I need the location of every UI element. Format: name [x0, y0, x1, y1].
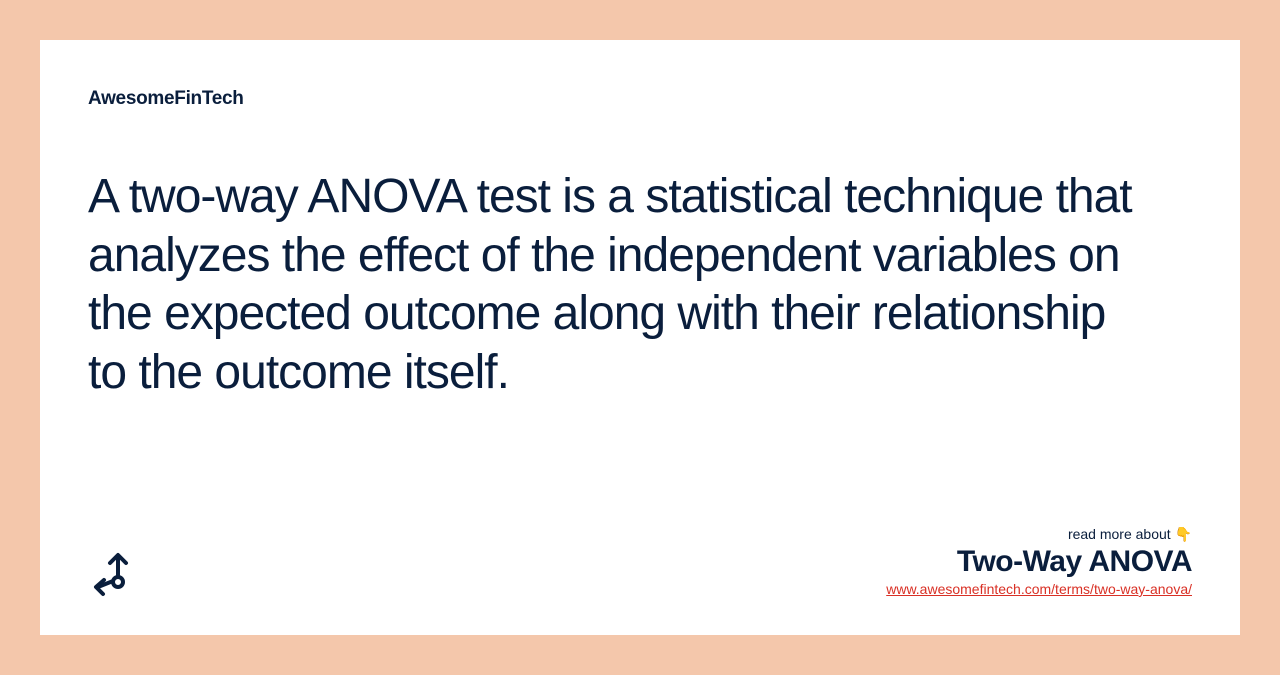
source-url-link[interactable]: www.awesomefintech.com/terms/two-way-ano… [886, 581, 1192, 597]
brand-name: AwesomeFinTech [88, 88, 1192, 110]
card-footer: read more about 👇 Two-Way ANOVA www.awes… [88, 526, 1192, 599]
info-card: AwesomeFinTech A two-way ANOVA test is a… [40, 40, 1240, 635]
read-more-label: read more about 👇 [886, 526, 1192, 543]
arrows-branch-icon [88, 547, 140, 599]
term-title: Two-Way ANOVA [886, 545, 1192, 579]
read-more-block: read more about 👇 Two-Way ANOVA www.awes… [886, 526, 1192, 599]
definition-text: A two-way ANOVA test is a statistical te… [88, 168, 1148, 402]
